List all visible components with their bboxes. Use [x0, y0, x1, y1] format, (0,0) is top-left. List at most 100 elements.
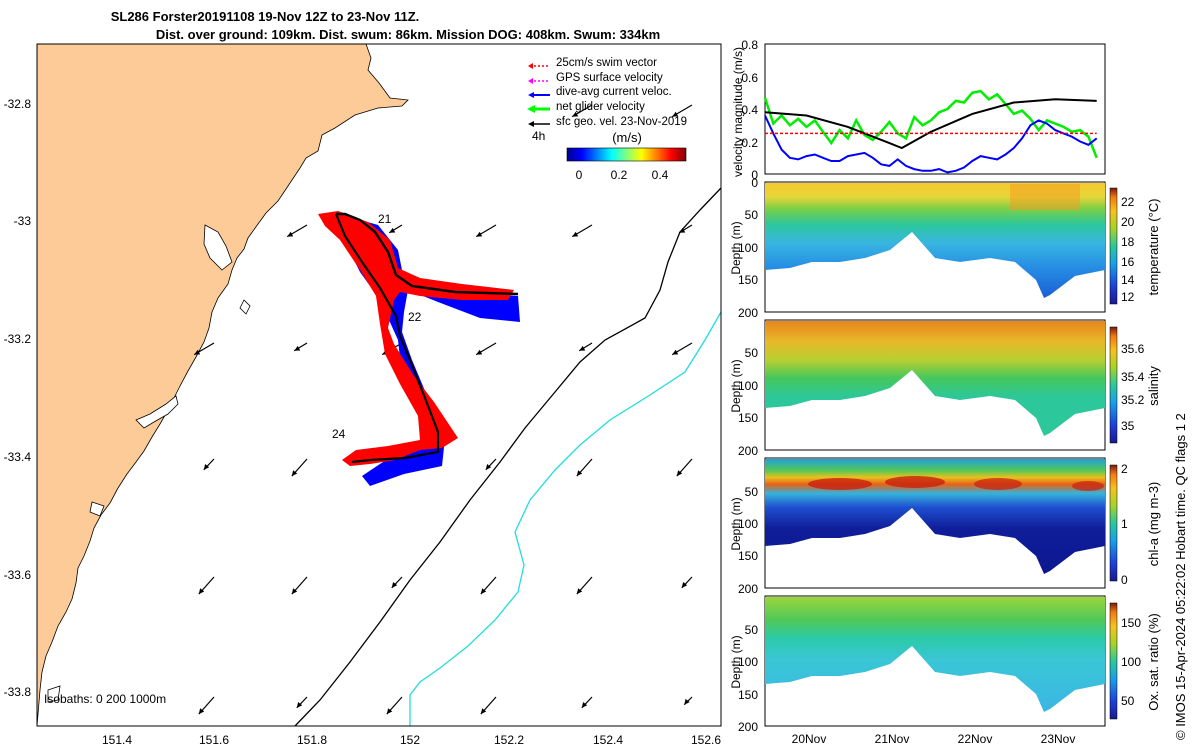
map-x-ticks: 151.4 151.6 151.8 152 152.2 152.4 152.6: [102, 733, 721, 747]
current-arrow-head: [296, 701, 303, 708]
legend-swim-vector: 25cm/s swim vector: [528, 57, 657, 69]
current-arrow-head: [572, 111, 579, 117]
current-arrow-head: [386, 708, 393, 715]
temp-cbar-tick: 22: [1121, 195, 1135, 209]
sal-ytick: 100: [738, 379, 758, 393]
time-tick: 20Nov: [792, 732, 827, 746]
map-xtick: 152.2: [494, 733, 524, 747]
current-arrow-head: [194, 349, 201, 355]
isobaths-label: Isobaths: 0 200 1000m: [44, 692, 166, 706]
current-arrow-head: [476, 349, 483, 355]
map-xtick: 151.6: [199, 733, 229, 747]
scale-label-4h: 4h: [532, 129, 545, 143]
legend-gps-velocity: GPS surface velocity: [528, 72, 663, 84]
temp-cbar-label: temperature (°C): [1146, 199, 1161, 296]
chl-ytick: 100: [738, 517, 758, 531]
map-xtick: 152.6: [691, 733, 721, 747]
sal-ytick: 200: [738, 444, 758, 458]
ox-ytick: 50: [745, 623, 759, 637]
ox-ylabel: Depth (m): [729, 635, 743, 688]
current-arrow-head: [198, 708, 205, 715]
figure-title-line2: Dist. over ground: 109km. Dist. swum: 86…: [156, 27, 660, 42]
map-ytick: -33.8: [4, 685, 32, 699]
current-arrow-head: [485, 463, 492, 470]
temperature-section: [765, 183, 1105, 298]
time-axis: 20Nov 21Nov 22Nov 23Nov: [792, 732, 1076, 746]
map-xtick: 151.4: [102, 733, 132, 747]
map-legend: 25cm/s swim vector GPS surface velocity …: [527, 57, 687, 182]
sal-ytick: 50: [745, 346, 759, 360]
isobath-200m: [294, 187, 722, 727]
current-arrow-head: [294, 345, 301, 351]
temp-ytick: 50: [745, 208, 759, 222]
chl-cbar-tick: 0: [1121, 573, 1128, 587]
legend-label: net glider velocity: [556, 101, 645, 113]
current-arrow-head: [572, 231, 579, 237]
current-arrow-head: [287, 231, 294, 237]
track-day-label-22: 22: [408, 310, 422, 324]
sal-cbar-tick: 35.4: [1121, 370, 1145, 384]
temp-ytick: 150: [738, 273, 758, 287]
current-arrow-head: [672, 349, 679, 355]
chl-cbar-tick: 1: [1121, 517, 1128, 531]
map-colorbar: [566, 147, 687, 162]
legend-sfc-geo-velocity: sfc geo. vel. 23-Nov-2019: [528, 116, 687, 128]
current-arrow-head: [391, 581, 398, 588]
map-colorbar-tick: 0.2: [611, 168, 628, 182]
legend-label: sfc geo. vel. 23-Nov-2019: [556, 116, 687, 128]
map-lake: [239, 299, 251, 315]
map-ytick: -32.8: [4, 97, 32, 111]
map-panel: 21 22 24 151.4 151.6 151.8 152 152.2 152…: [4, 43, 722, 747]
ox-ytick: 200: [738, 720, 758, 734]
time-tick: 23Nov: [1041, 732, 1076, 746]
velocity-series-line-2: [764, 115, 1098, 174]
temp-ylabel: Depth (m): [729, 221, 743, 274]
legend-net-glider-velocity: net glider velocity: [527, 101, 645, 113]
track-red-fringe: [318, 211, 514, 466]
current-arrow-head: [389, 227, 396, 233]
track-black-line-2: [334, 213, 440, 464]
velocity-series-line-0: [763, 89, 1098, 159]
isobath-1000m: [409, 311, 722, 726]
ox-cbar-label: Ox. sat. ratio (%): [1146, 613, 1161, 711]
sal-ytick: 150: [738, 411, 758, 425]
current-arrow-head: [480, 588, 487, 595]
temperature-colorbar: [1109, 187, 1118, 305]
map-lake: [47, 685, 61, 703]
temp-cbar-tick: 20: [1121, 215, 1135, 229]
temperature-panel: 0 50 100 150 200 Depth (m) 22 20 18 16 1…: [729, 176, 1161, 320]
map-lake: [203, 224, 233, 271]
chla-max-patch: [885, 476, 945, 488]
map-xtick: 151.8: [297, 733, 327, 747]
sal-cbar-tick: 35: [1121, 419, 1135, 433]
temp-cbar-tick: 14: [1121, 273, 1135, 287]
current-arrow-head: [291, 470, 298, 477]
ox-cbar-tick: 150: [1121, 616, 1141, 630]
temp-ytick: 200: [738, 306, 758, 320]
chla-max-patch: [808, 478, 872, 490]
current-arrow-head: [579, 345, 586, 351]
current-arrow-head: [679, 227, 686, 233]
current-arrow-head: [198, 588, 205, 595]
time-tick: 21Nov: [875, 732, 910, 746]
chl-ylabel: Depth (m): [729, 497, 743, 550]
sal-cbar-tick: 35.6: [1121, 342, 1145, 356]
legend-dive-avg-current: dive-avg current veloc.: [528, 86, 672, 98]
oxygen-section: [765, 597, 1105, 712]
velocity-panel: 0.8 0.6 0.4 0.2 0 velocity magnitude (m/…: [731, 38, 1106, 182]
chla-panel: 50 100 150 200 Depth (m) 2 1 0 chl-a (mg…: [729, 457, 1161, 596]
current-arrow-head: [291, 588, 298, 595]
chl-ytick: 50: [745, 485, 759, 499]
map-land: [36, 43, 409, 727]
oxygen-panel: 50 100 150 200 Depth (m) 150 100 50 Ox. …: [729, 595, 1161, 734]
chl-ytick: 200: [738, 582, 758, 596]
chl-ytick: 150: [738, 549, 758, 563]
ox-cbar-tick: 50: [1121, 694, 1135, 708]
map-xtick: 152.4: [593, 733, 623, 747]
current-arrow-head: [672, 111, 679, 117]
chl-cbar-tick: 2: [1121, 462, 1128, 476]
legend-label: dive-avg current veloc.: [556, 86, 672, 98]
map-y-ticks: -32.8 -33 -33.2 -33.4 -33.6 -33.8: [4, 97, 32, 699]
salinity-section: [765, 321, 1105, 436]
chla-max-patch: [974, 478, 1022, 490]
